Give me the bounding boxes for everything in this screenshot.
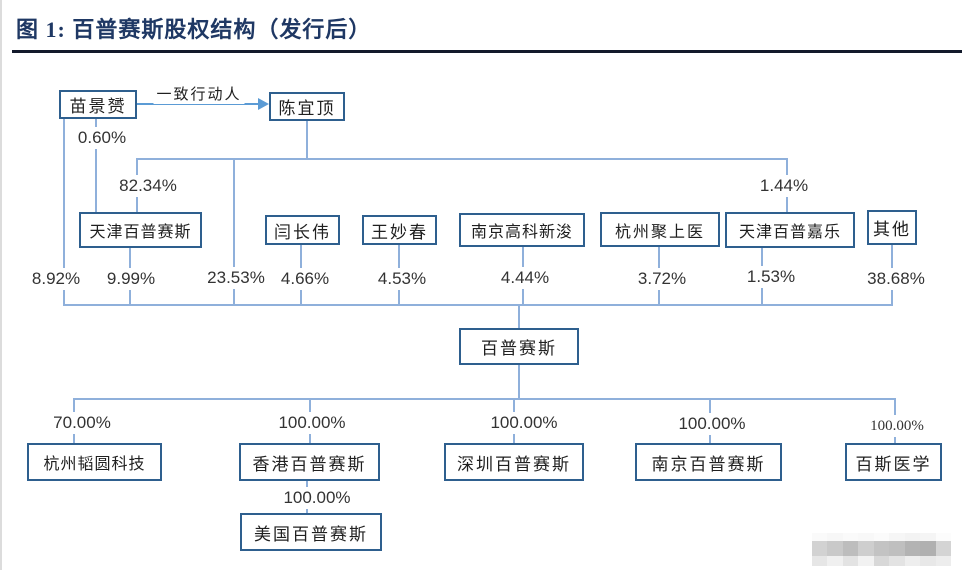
stake-label-miao-bps: 8.92% [27, 268, 85, 290]
stake-label-hzjsy-bps: 3.72% [633, 268, 691, 290]
stake-label-bps-njbps: 100.00% [674, 413, 750, 435]
stake-label-miao-tjbps: 0.60% [73, 127, 131, 149]
node-baisi-medical: 百斯医学 [845, 443, 942, 481]
node-usa-bps: 美国百普赛斯 [240, 513, 382, 551]
node-tianjin-bps: 天津百普赛斯 [79, 212, 202, 248]
connector-miao-chen-arrow [137, 103, 259, 105]
subsidiary-bus-line [73, 398, 896, 400]
node-shenzhen-bps: 深圳百普赛斯 [444, 443, 584, 481]
stake-label-yan-bps: 4.66% [276, 268, 334, 290]
stake-label-wang-bps: 4.53% [373, 268, 431, 290]
title-underline [12, 50, 962, 53]
stake-label-bps-bsyx: 100.00% [866, 415, 928, 437]
connector-chen-hbar [136, 158, 788, 160]
stake-label-hkbps-usbps: 100.00% [279, 487, 355, 509]
relation-label: 一致行动人 [153, 83, 245, 104]
connector-chen-down [306, 121, 308, 159]
watermark-mosaic [812, 533, 951, 566]
node-yan-changwei: 闫长伟 [265, 215, 340, 245]
node-miao-jingyun: 苗景赟 [59, 90, 137, 119]
node-wang-miaochun: 王妙春 [362, 215, 437, 245]
arrowhead-icon [258, 98, 269, 110]
node-others: 其他 [867, 210, 917, 245]
connector-bus-to-bps [518, 305, 520, 329]
node-bps: 百普赛斯 [459, 328, 579, 365]
stake-label-chen-bps: 23.53% [203, 267, 269, 289]
node-chen-yiding: 陈宜顶 [269, 92, 345, 121]
connector-miao-to-bus [63, 119, 65, 305]
stake-label-tjbpjl-bps: 1.53% [742, 266, 800, 288]
node-hongkong-bps: 香港百普赛斯 [239, 443, 380, 481]
node-nanjing-bps: 南京百普赛斯 [635, 443, 782, 481]
connector-chen-to-bus [233, 158, 235, 305]
stake-label-qita-bps: 38.68% [863, 268, 929, 290]
node-nanjing-gaoke-xinjun: 南京高科新浚 [459, 213, 585, 247]
stake-label-njgk-bps: 4.44% [496, 267, 554, 289]
connector-miao-to-tjbps [95, 119, 97, 213]
node-hangzhou-taoyuan: 杭州韬圆科技 [27, 443, 162, 481]
stake-label-tjbps-bps: 9.99% [102, 268, 160, 290]
stake-label-bps-hkbps: 100.00% [274, 412, 350, 434]
stake-label-bps-szbps: 100.00% [486, 412, 562, 434]
connector-bps-down [518, 365, 520, 399]
stake-label-chen-tjbpjl: 1.44% [755, 175, 813, 197]
node-hangzhou-jushangyi: 杭州聚上医 [600, 212, 720, 247]
shareholder-bus-line [63, 304, 893, 306]
figure-title: 图 1: 百普赛斯股权结构（发行后） [16, 17, 372, 42]
stake-label-bps-hzty: 70.00% [49, 412, 115, 434]
stake-label-chen-tjbps: 82.34% [115, 175, 181, 197]
node-tianjin-bp-jiale: 天津百普嘉乐 [725, 212, 855, 248]
